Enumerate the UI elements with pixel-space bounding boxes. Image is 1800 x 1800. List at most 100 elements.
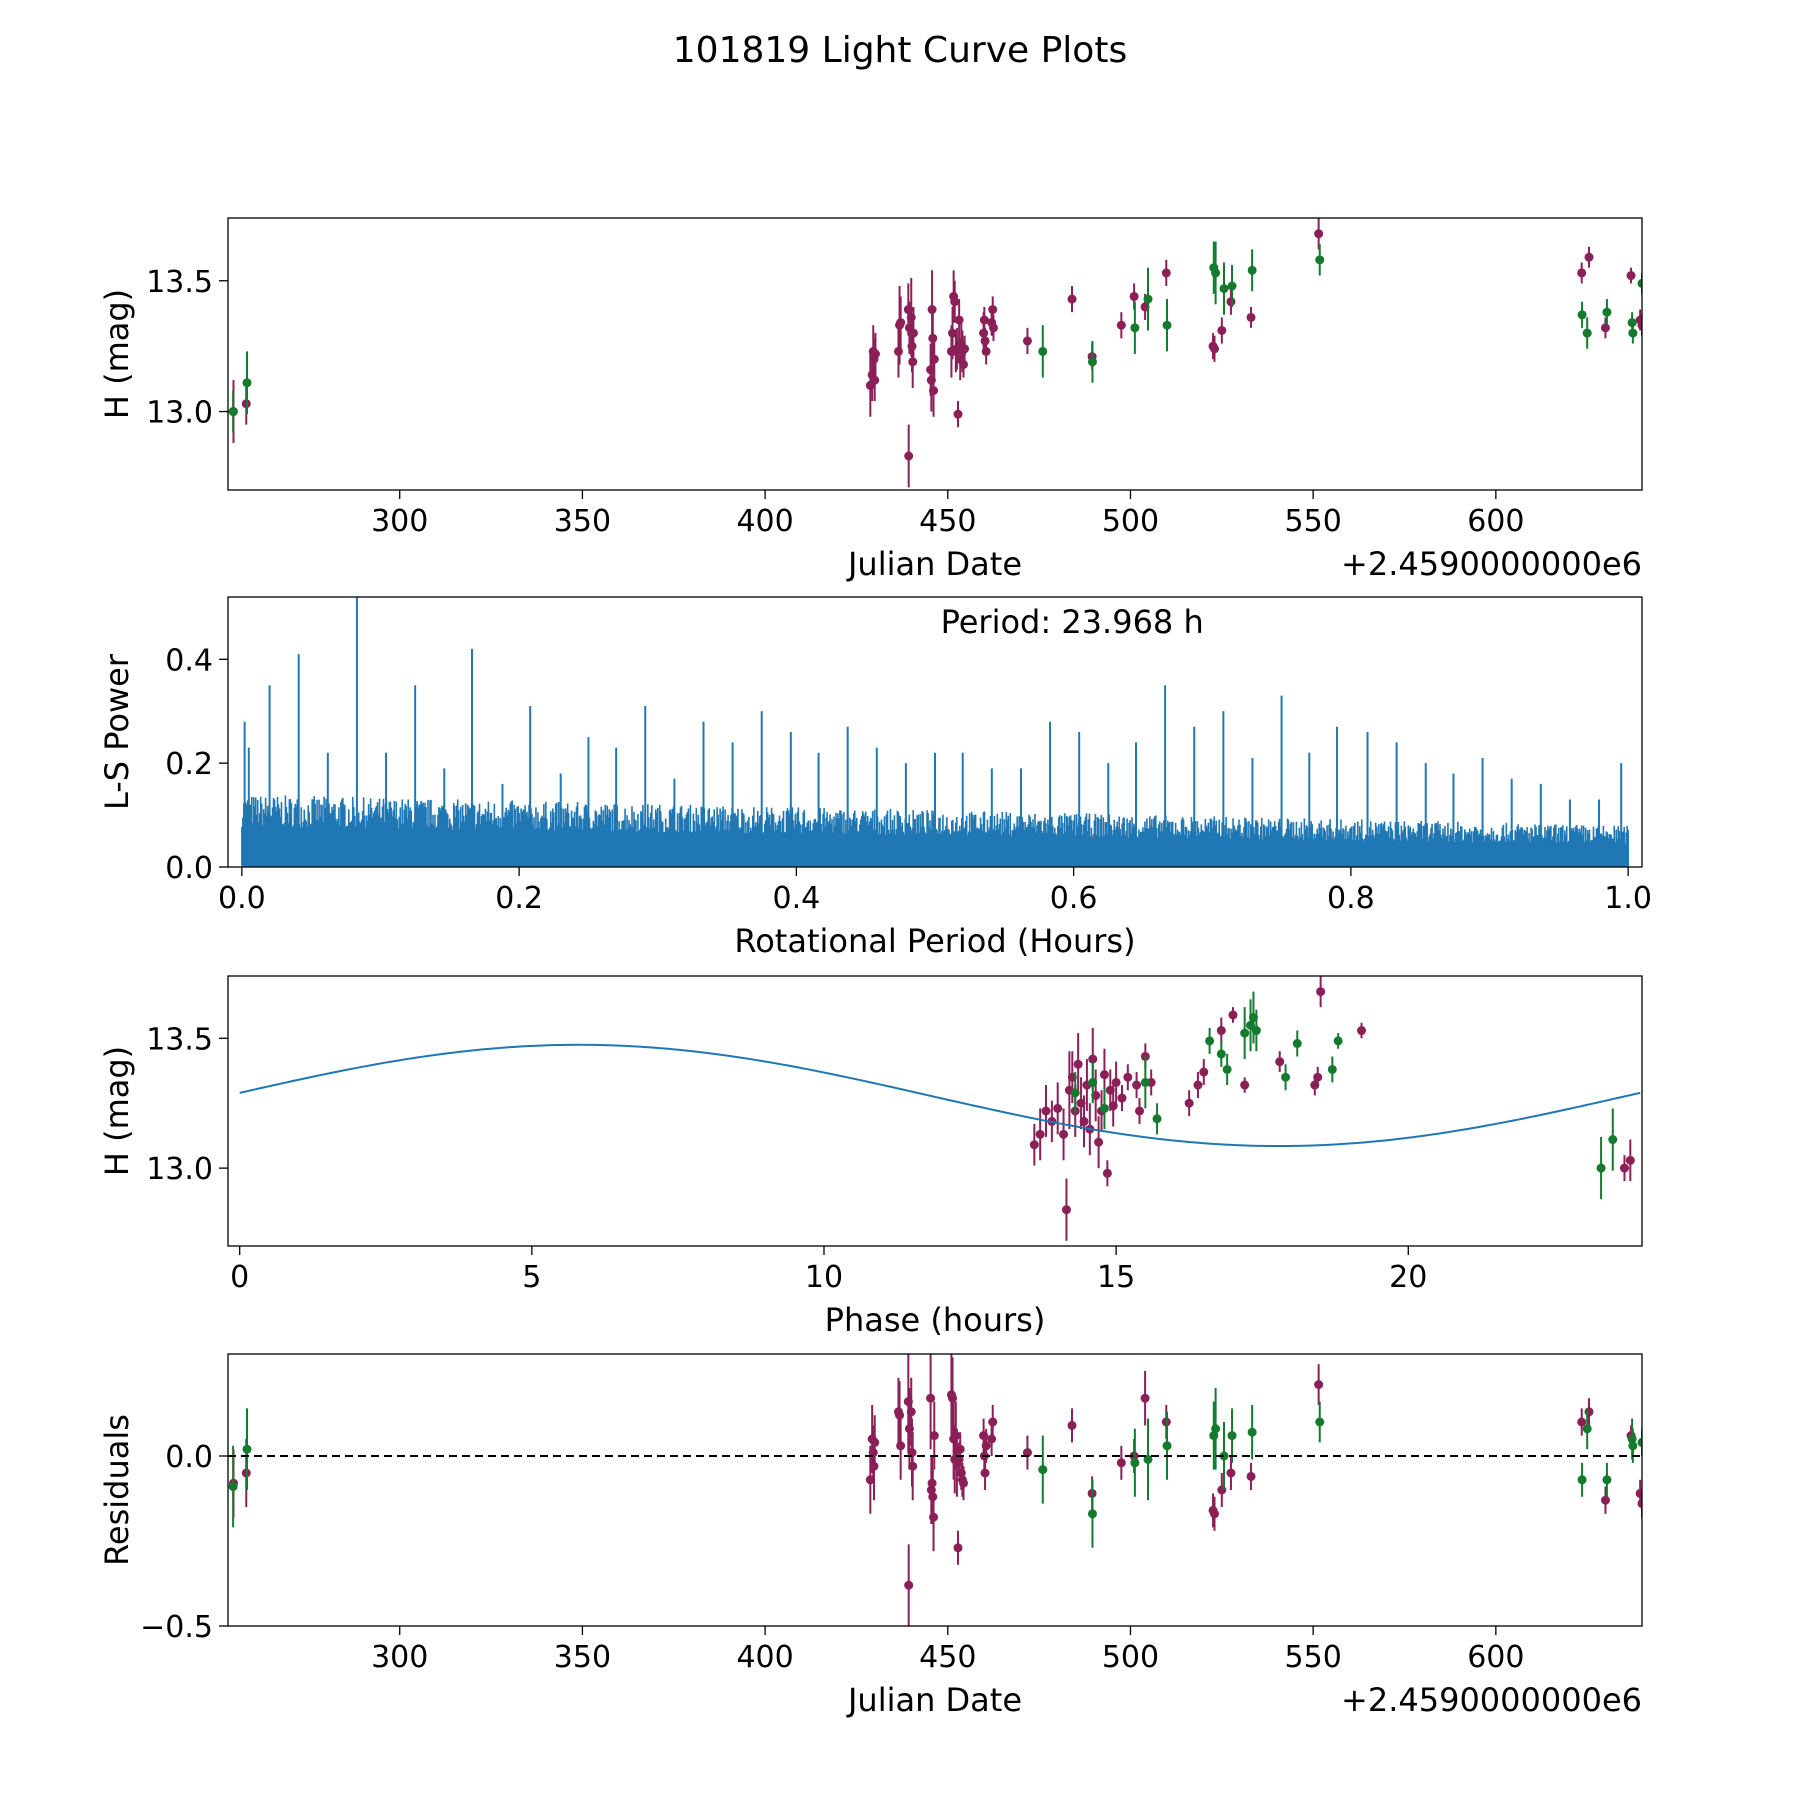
magenta-point — [1022, 1448, 1032, 1458]
axes-frame — [227, 596, 1643, 868]
green-point — [1628, 1441, 1638, 1451]
residuals-panel: 300 350 400 450 500 550 600 −0.5 0.0 Julian Date R… — [98, 1353, 1643, 1719]
y-tick-label: 13.5 — [146, 1022, 213, 1057]
green-point — [1608, 1135, 1618, 1145]
green-point — [1087, 1509, 1097, 1519]
magenta-point — [1067, 294, 1077, 304]
x-axis-label: Phase (hours) — [825, 1301, 1046, 1339]
magenta-point — [1199, 1067, 1209, 1077]
x-offset-text: +2.4590000000e6 — [1341, 545, 1642, 583]
magenta-point — [953, 409, 963, 419]
data-layer — [228, 1354, 1642, 1626]
x-tick-label: 400 — [736, 1640, 793, 1675]
x-offset-text: +2.4590000000e6 — [1341, 1681, 1642, 1719]
magenta-point — [1577, 1417, 1587, 1427]
green-point — [1251, 1026, 1261, 1036]
x-tick-label: 1.0 — [1604, 881, 1652, 916]
light-curve-panel: 300 350 400 450 500 550 600 13.0 13.5 Julian Date… — [98, 217, 1643, 583]
green-point — [1582, 328, 1592, 338]
magenta-point — [1246, 1471, 1256, 1481]
magenta-point — [1061, 1205, 1071, 1215]
magenta-point — [1619, 1163, 1629, 1173]
data-layer — [241, 597, 1629, 867]
x-tick-label: 20 — [1389, 1260, 1427, 1295]
magenta-point — [979, 315, 989, 325]
green-point — [1143, 1454, 1153, 1464]
x-axis-label: Julian Date — [846, 1681, 1022, 1719]
x-tick-label: 5 — [522, 1260, 541, 1295]
x-tick-label: 0.4 — [773, 881, 821, 916]
magenta-point — [1246, 312, 1256, 322]
green-point — [1281, 1072, 1291, 1082]
magenta-point — [927, 305, 937, 315]
magenta-point — [1635, 1488, 1642, 1498]
magenta-point — [1161, 268, 1171, 278]
magenta-point — [958, 1478, 968, 1488]
data-layer — [239, 976, 1641, 1241]
x-tick-label: 0.0 — [218, 881, 266, 916]
x-tick-label: 600 — [1467, 504, 1524, 539]
magenta-point — [1059, 1129, 1069, 1139]
axes-frame — [227, 975, 1643, 1247]
magenta-point — [1226, 1468, 1236, 1478]
magenta-point — [929, 1512, 939, 1522]
magenta-point — [904, 451, 914, 461]
magenta-point — [1240, 1080, 1250, 1090]
magenta-point — [908, 1461, 918, 1471]
y-tick-label: 0.2 — [165, 747, 213, 782]
y-tick-label: 13.0 — [146, 1152, 213, 1187]
green-point — [1628, 328, 1638, 338]
x-tick-label: 550 — [1285, 1640, 1342, 1675]
green-point — [242, 378, 252, 388]
green-point — [1227, 281, 1237, 291]
x-tick-label: 300 — [371, 1640, 428, 1675]
magenta-point — [929, 1431, 939, 1441]
model-curve — [239, 1043, 1641, 1148]
magenta-point — [1626, 271, 1636, 281]
x-tick-label: 600 — [1467, 1640, 1524, 1675]
green-point — [1637, 1437, 1642, 1447]
green-point — [1315, 1417, 1325, 1427]
magenta-point — [870, 375, 880, 385]
x-tick-label: 450 — [919, 1640, 976, 1675]
x-tick-label: 0.6 — [1050, 881, 1098, 916]
magenta-point — [948, 328, 958, 338]
magenta-point — [1314, 229, 1324, 239]
magenta-point — [988, 305, 998, 315]
magenta-point — [980, 336, 990, 346]
magenta-point — [1637, 320, 1642, 330]
magenta-point — [953, 1543, 963, 1553]
axes-frame — [227, 217, 1643, 491]
green-point — [1582, 1424, 1592, 1434]
magenta-point — [988, 1417, 998, 1427]
x-tick-label: 400 — [736, 504, 793, 539]
magenta-point — [1210, 1509, 1220, 1519]
magenta-point — [1316, 987, 1326, 997]
green-point — [1140, 1077, 1150, 1087]
x-tick-label: 0 — [230, 1260, 249, 1295]
green-point — [1315, 255, 1325, 265]
magenta-point — [1584, 252, 1594, 262]
magenta-point — [1275, 1057, 1285, 1067]
magenta-point — [893, 346, 903, 356]
magenta-point — [1132, 1080, 1142, 1090]
magenta-point — [950, 297, 960, 307]
magenta-point — [1184, 1098, 1194, 1108]
green-point — [1227, 1431, 1237, 1441]
magenta-point — [896, 318, 906, 328]
magenta-point — [1129, 291, 1139, 301]
magenta-point — [1117, 1093, 1127, 1103]
magenta-point — [1577, 268, 1587, 278]
magenta-point — [981, 1441, 991, 1451]
magenta-point — [1053, 1103, 1063, 1113]
magenta-point — [870, 1437, 880, 1447]
green-point — [1038, 346, 1048, 356]
magenta-point — [1111, 1077, 1121, 1087]
magenta-point — [960, 344, 970, 354]
magenta-point — [951, 1431, 961, 1441]
green-point — [1292, 1039, 1302, 1048]
green-point — [1070, 1088, 1080, 1098]
magenta-point — [1116, 320, 1126, 330]
x-axis-label: Julian Date — [846, 545, 1022, 583]
green-point — [1247, 1427, 1257, 1437]
